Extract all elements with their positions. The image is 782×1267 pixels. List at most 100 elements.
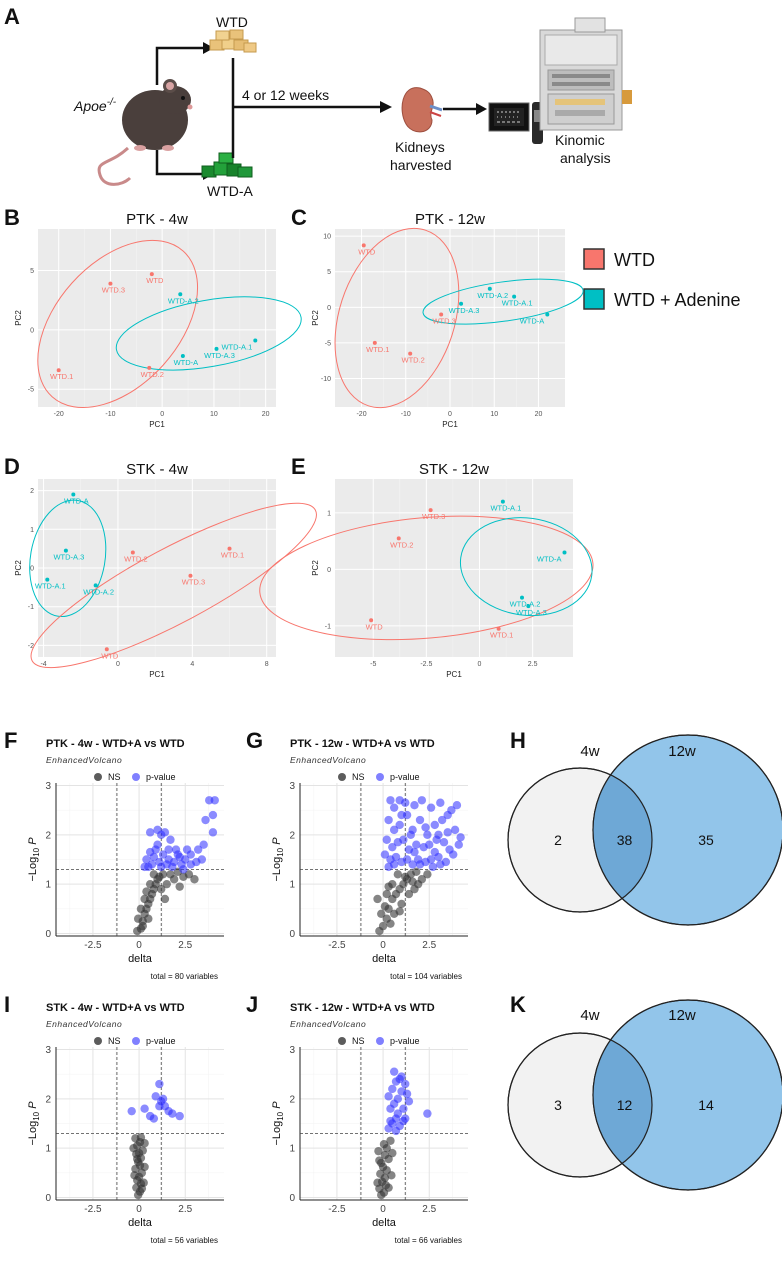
y-tick-label: 2 bbox=[45, 1094, 51, 1105]
point-pvalue bbox=[210, 796, 219, 805]
point-wtd bbox=[104, 647, 109, 652]
point-wtda bbox=[512, 294, 517, 299]
y-tick-label: 5 bbox=[327, 269, 331, 276]
point-pvalue bbox=[410, 847, 419, 857]
x-tick-label: 0 bbox=[116, 661, 120, 668]
point-label: WTD-A bbox=[520, 316, 545, 325]
x-tick-label: -2.5 bbox=[328, 940, 346, 951]
mouse-label: Apoe-/- bbox=[73, 97, 117, 114]
point-wtd bbox=[108, 281, 113, 286]
wtd-food-icon bbox=[209, 29, 257, 53]
x-tick-label: 0 bbox=[380, 940, 386, 951]
point-ns bbox=[144, 914, 153, 923]
ellipse-wtda bbox=[459, 517, 593, 617]
x-tick-label: 10 bbox=[210, 411, 218, 418]
point-pvalue bbox=[450, 825, 460, 835]
point-pvalue bbox=[421, 823, 430, 832]
arrow-head-icon bbox=[203, 42, 214, 54]
ellipse-wtd bbox=[30, 502, 317, 669]
point-pvalue bbox=[389, 860, 399, 869]
point-ns bbox=[175, 882, 184, 891]
venn-outline-4w bbox=[507, 767, 653, 913]
volcano-plot-stk-12w: STK - 12w - WTD+A vs WTD EnhancedVolcano N… bbox=[271, 1002, 468, 1245]
point-label: WTD.2 bbox=[124, 555, 147, 564]
x-tick-label: -10 bbox=[401, 411, 411, 418]
diet-bottom-label: WTD-A bbox=[207, 183, 254, 199]
point-pvalue bbox=[391, 1126, 401, 1136]
point-pvalue bbox=[404, 1097, 414, 1106]
point-pvalue bbox=[386, 796, 395, 805]
volcano-plot-ptk-12w: PTK - 12w - WTD+A vs WTD EnhancedVolcano N… bbox=[271, 738, 468, 981]
point-label: WTD-A bbox=[174, 358, 199, 367]
point-label: WTD.1 bbox=[50, 372, 73, 381]
x-axis-label: delta bbox=[372, 1217, 397, 1229]
point-ns bbox=[130, 1171, 139, 1180]
point-pvalue bbox=[417, 796, 427, 805]
plot-title: STK - 4w bbox=[126, 461, 188, 478]
point-wtda bbox=[71, 492, 76, 497]
point-pvalue bbox=[175, 1111, 184, 1121]
point-ns bbox=[374, 1146, 383, 1156]
y-tick-label: 0 bbox=[45, 1193, 51, 1204]
kidneys-label-1: Kidneys bbox=[395, 139, 445, 155]
point-ns bbox=[384, 882, 393, 891]
y-tick-label: 3 bbox=[45, 781, 51, 792]
point-pvalue bbox=[145, 828, 155, 837]
point-pvalue bbox=[208, 828, 218, 837]
plot-title: PTK - 4w - WTD+A vs WTD bbox=[46, 738, 185, 750]
plot-title: PTK - 4w bbox=[126, 211, 188, 228]
point-pvalue bbox=[388, 842, 397, 852]
point-pvalue bbox=[402, 1089, 412, 1099]
venn-outline-4w bbox=[507, 1032, 653, 1178]
point-wtda bbox=[93, 583, 98, 588]
chip-icon bbox=[488, 102, 543, 144]
point-label: WTD-A.3 bbox=[449, 306, 480, 315]
point-label: WTD-A.3 bbox=[204, 351, 235, 360]
point-pvalue bbox=[384, 815, 393, 825]
point-pvalue bbox=[425, 840, 434, 849]
point-pvalue bbox=[426, 803, 436, 812]
y-tick-label: 3 bbox=[289, 1045, 295, 1056]
y-tick-label: 1 bbox=[327, 510, 331, 517]
point-pvalue bbox=[140, 1104, 149, 1113]
plot-panel bbox=[38, 229, 276, 407]
point-ns bbox=[190, 875, 199, 884]
point-ns bbox=[388, 1148, 397, 1158]
point-pvalue bbox=[443, 828, 452, 837]
point-label: WTD.3 bbox=[182, 578, 205, 587]
plot-title: PTK - 12w bbox=[415, 211, 485, 228]
legend-label-ns: NS bbox=[352, 772, 365, 782]
ellipse-wtda bbox=[422, 278, 584, 325]
point-ns bbox=[378, 921, 388, 931]
x-tick-label: 0 bbox=[160, 411, 164, 418]
legend-dot-ns bbox=[94, 773, 102, 781]
venn-count-overlap: 38 bbox=[617, 832, 633, 848]
point-pvalue bbox=[155, 1102, 164, 1111]
point-pvalue bbox=[415, 815, 425, 825]
point-pvalue bbox=[430, 847, 439, 857]
plot-subtitle: EnhancedVolcano bbox=[46, 755, 122, 765]
point-pvalue bbox=[389, 825, 399, 835]
point-ns bbox=[380, 902, 390, 911]
point-pvalue bbox=[127, 1106, 136, 1116]
point-label: WTD-A.2 bbox=[477, 291, 508, 300]
arrow-bottom bbox=[155, 150, 205, 176]
point-pvalue bbox=[208, 810, 218, 820]
y-tick-label: 0 bbox=[45, 929, 51, 940]
point-ns bbox=[379, 1140, 389, 1149]
point-wtd bbox=[56, 368, 61, 373]
point-ns bbox=[169, 875, 179, 884]
point-pvalue bbox=[201, 815, 210, 825]
point-pvalue bbox=[140, 862, 149, 872]
x-axis-label: delta bbox=[372, 953, 397, 965]
point-label: WTD-A.1 bbox=[502, 299, 533, 308]
point-ns bbox=[387, 1171, 396, 1180]
point-label: WTD-A.2 bbox=[83, 587, 114, 596]
y-tick-label: 1 bbox=[45, 880, 51, 891]
point-wtd bbox=[439, 312, 444, 317]
legend-label-wtd: WTD bbox=[614, 250, 655, 270]
point-wtda bbox=[459, 301, 464, 306]
point-wtda bbox=[180, 353, 185, 358]
y-axis-label: −Log10 P bbox=[271, 837, 285, 882]
ellipse-wtda bbox=[29, 499, 107, 618]
